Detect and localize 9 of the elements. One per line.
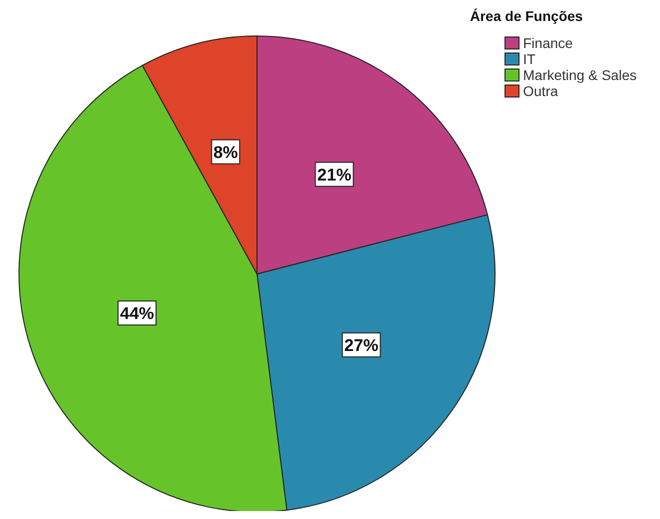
- data-label: 44%: [120, 304, 154, 323]
- legend-label: Finance: [523, 35, 574, 51]
- data-label: 21%: [317, 165, 352, 184]
- legend-title: Área de Funções: [470, 8, 584, 24]
- data-label: 8%: [213, 142, 238, 162]
- legend-label: Outra: [523, 83, 558, 99]
- data-label: 27%: [344, 336, 378, 355]
- legend-label: Marketing & Sales: [523, 67, 637, 83]
- legend-label: IT: [523, 51, 536, 67]
